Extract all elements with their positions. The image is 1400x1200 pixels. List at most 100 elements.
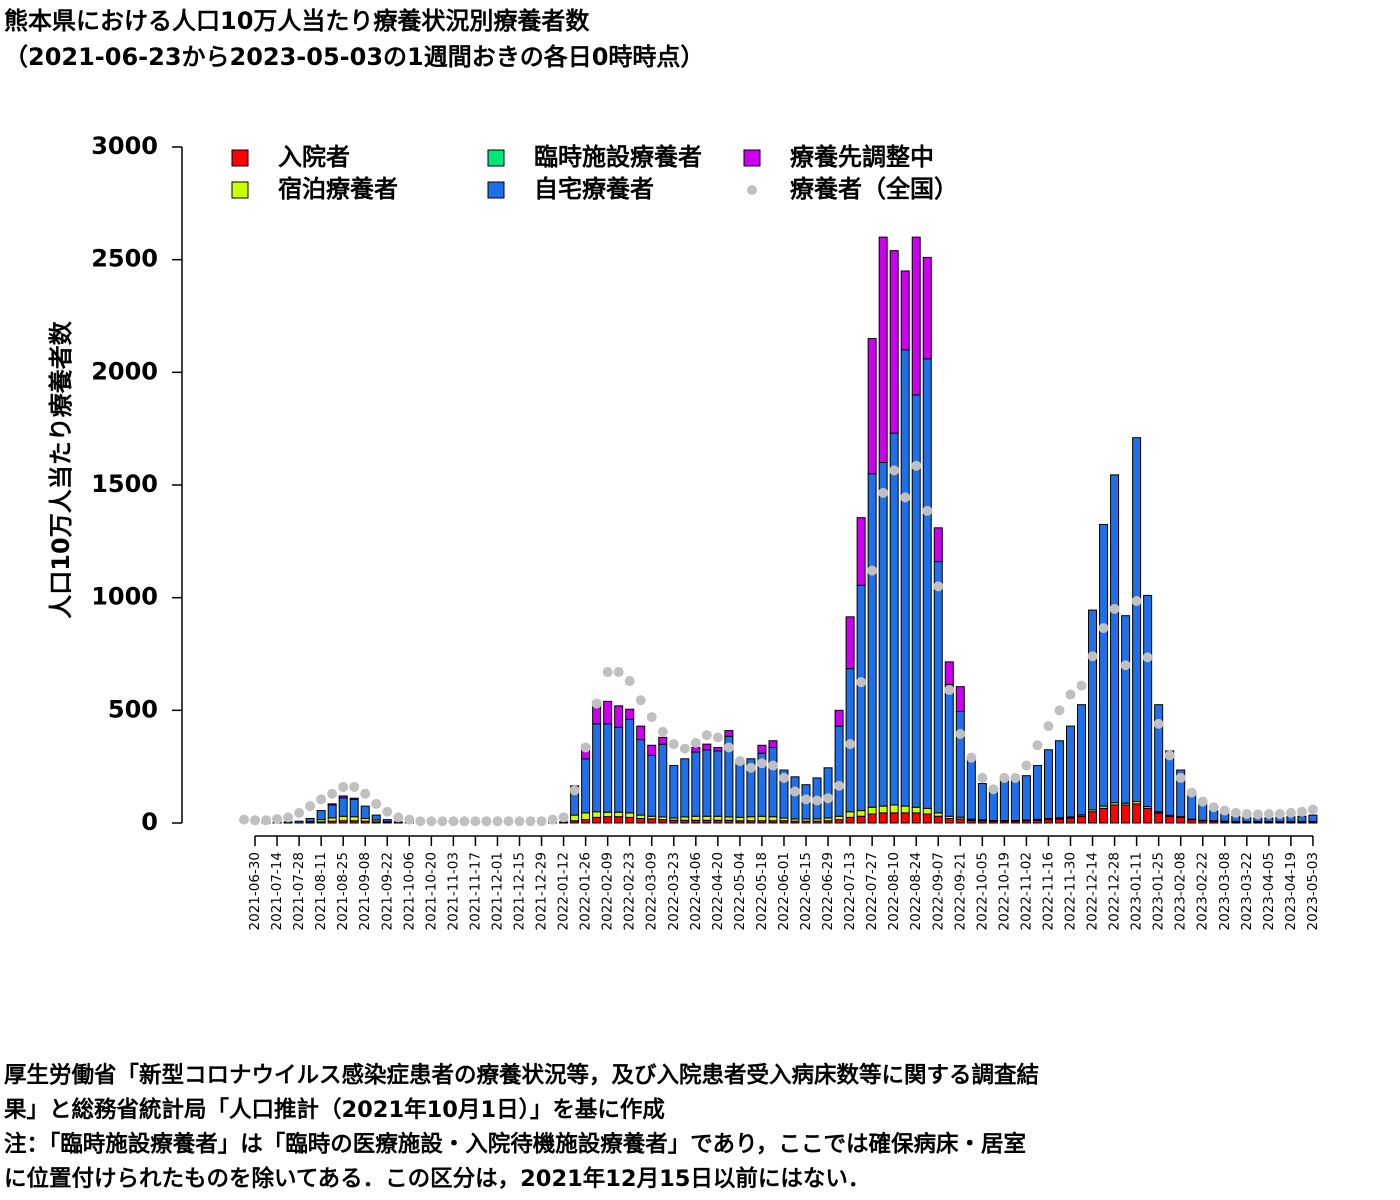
bar-segment xyxy=(944,661,954,685)
national-point xyxy=(558,812,569,823)
bar-segment xyxy=(845,811,855,818)
bar-segment xyxy=(955,818,965,824)
x-tick-label: 2022-05-04 xyxy=(732,852,748,930)
national-point xyxy=(668,739,679,750)
bar-segment xyxy=(1088,609,1098,811)
national-point xyxy=(911,460,922,471)
national-point xyxy=(790,786,800,797)
bar-segment xyxy=(900,812,910,824)
bar-segment xyxy=(658,819,668,824)
national-point xyxy=(889,465,900,476)
national-point xyxy=(944,685,955,696)
x-tick-label: 2022-04-06 xyxy=(688,852,704,930)
national-point xyxy=(1175,772,1186,783)
bar-segment xyxy=(592,723,602,813)
bar-segment xyxy=(1099,807,1109,824)
footnote: 厚生労働省「新型コロナウイルス感染症患者の療養状況等，及び入院患者受入病床数等に… xyxy=(4,1062,1039,1089)
bar-segment xyxy=(1154,704,1164,813)
bar-segment xyxy=(1010,778,1020,822)
national-point xyxy=(1296,806,1307,817)
footnote: 果」と総務省統計局「人口推計（2021年10月1日）」を基に作成 xyxy=(4,1096,665,1123)
national-point xyxy=(679,743,690,754)
bar-segment xyxy=(680,816,690,821)
bar-segment xyxy=(338,795,348,799)
x-tick-label: 2021-12-15 xyxy=(512,852,528,930)
national-point xyxy=(360,788,371,799)
national-point xyxy=(327,788,338,799)
bar-segment xyxy=(933,561,943,814)
x-tick-label: 2022-03-09 xyxy=(644,852,660,930)
legend-swatch xyxy=(747,185,757,195)
national-point xyxy=(657,726,668,737)
bar-segment xyxy=(856,517,866,586)
bar-segment xyxy=(988,789,998,822)
national-point xyxy=(1208,802,1219,813)
y-axis-label: 人口10万人当たり療養者数 xyxy=(47,320,75,618)
national-point xyxy=(602,667,613,678)
x-tick-label: 2022-06-29 xyxy=(820,852,836,930)
national-point xyxy=(272,813,283,824)
bar-segment xyxy=(900,270,910,351)
national-point xyxy=(1109,603,1120,614)
bar-segment xyxy=(845,816,855,824)
national-point xyxy=(856,677,867,688)
bar-segment xyxy=(680,758,690,818)
x-tick-label: 2022-11-02 xyxy=(1018,852,1034,930)
bar-segment xyxy=(1132,437,1142,803)
national-point xyxy=(701,730,712,741)
bar-segment xyxy=(603,723,613,813)
bar-segment xyxy=(922,358,932,809)
bar-segment xyxy=(735,816,745,822)
national-point xyxy=(867,565,878,576)
national-point xyxy=(591,698,602,709)
bar-segment xyxy=(790,776,800,820)
national-point xyxy=(371,798,382,809)
y-tick-label: 2000 xyxy=(91,357,158,385)
legend-label: 入院者 xyxy=(278,143,350,171)
bar-segment xyxy=(922,807,932,815)
bar-segment xyxy=(614,705,624,728)
bar-segment xyxy=(581,812,591,821)
national-point xyxy=(999,772,1010,783)
bar-segment xyxy=(294,820,304,824)
bar-segment xyxy=(636,739,646,816)
bar-segment xyxy=(625,708,635,720)
bar-segment xyxy=(933,527,943,563)
bar-segment xyxy=(614,816,624,824)
national-point xyxy=(404,814,415,825)
legend-label: 療養者（全国） xyxy=(790,175,958,203)
bar-segment xyxy=(1077,704,1087,816)
bar-segment xyxy=(327,803,337,806)
bar-segment xyxy=(1032,765,1042,820)
x-tick-label: 2021-07-14 xyxy=(269,852,285,930)
national-point xyxy=(349,781,360,792)
x-tick-label: 2021-08-25 xyxy=(335,852,351,930)
national-point xyxy=(613,667,624,678)
bar-segment xyxy=(713,747,723,752)
bar-segment xyxy=(614,726,624,813)
x-tick-label: 2023-04-19 xyxy=(1283,852,1299,930)
national-point xyxy=(470,816,481,827)
national-point xyxy=(1307,804,1318,815)
national-point xyxy=(845,739,856,750)
national-point xyxy=(756,758,767,769)
chart-title: 熊本県における人口10万人当たり療養状況別療養者数 xyxy=(4,7,590,35)
bar-segment xyxy=(1308,814,1318,822)
x-tick-label: 2022-08-10 xyxy=(886,852,902,930)
x-tick-label: 2021-06-30 xyxy=(247,852,263,930)
bar-segment xyxy=(338,797,348,817)
bar-segment xyxy=(1066,817,1075,824)
x-tick-label: 2021-09-22 xyxy=(379,852,395,930)
bar-segment xyxy=(349,816,359,822)
national-point xyxy=(712,732,723,743)
bar-segment xyxy=(349,798,359,818)
footnote: 注：「臨時施設療養者」は「臨時の医療施設・入院待機施設療養者」であり，ここでは確… xyxy=(4,1131,1026,1158)
bar-segment xyxy=(702,815,712,821)
national-point xyxy=(745,762,756,773)
bar-segment xyxy=(1077,815,1087,824)
national-point xyxy=(1164,750,1175,761)
national-point xyxy=(1131,596,1142,607)
legend-swatch xyxy=(231,181,249,199)
y-tick-label: 3000 xyxy=(91,132,158,160)
bar-segment xyxy=(757,744,767,754)
